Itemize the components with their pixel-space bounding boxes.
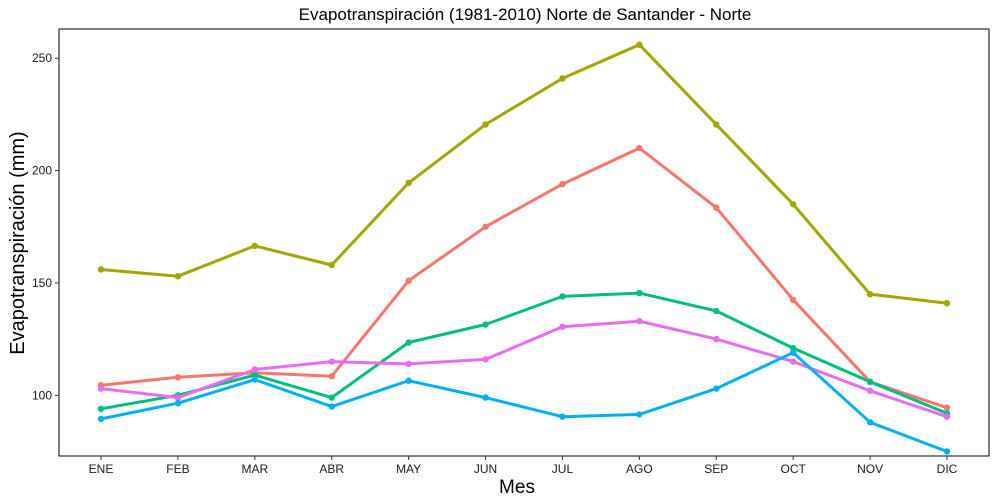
- data-point: [328, 358, 335, 365]
- data-point: [866, 387, 874, 395]
- y-tick-label: 150: [32, 276, 52, 290]
- series-3: [97, 289, 951, 417]
- data-point: [866, 290, 874, 298]
- data-point: [174, 374, 182, 381]
- y-tick-label: 200: [32, 164, 52, 178]
- data-point: [482, 394, 489, 401]
- series-line: [99, 146, 949, 410]
- x-tick-label: DIC: [937, 462, 958, 476]
- data-point: [482, 121, 489, 128]
- x-axis-title: Mes: [499, 477, 535, 498]
- data-point: [251, 242, 259, 250]
- series-4: [97, 317, 951, 420]
- x-tick-label: OCT: [781, 462, 807, 476]
- series-1: [97, 41, 951, 307]
- data-point: [97, 405, 105, 413]
- data-point: [789, 349, 797, 356]
- data-point: [789, 358, 797, 365]
- series-2: [97, 144, 951, 411]
- y-tick-label: 250: [32, 51, 52, 65]
- x-tick-label: MAY: [396, 462, 421, 476]
- data-point: [482, 321, 489, 328]
- data-point: [559, 413, 566, 420]
- data-point: [328, 394, 335, 401]
- data-point: [559, 293, 566, 300]
- x-tick-label: AGO: [626, 462, 653, 476]
- series-line: [99, 291, 949, 415]
- y-axis-title: Evapotranspiración (mm): [7, 131, 29, 354]
- data-point: [174, 394, 182, 401]
- data-point: [789, 296, 797, 304]
- data-point: [559, 75, 566, 82]
- data-point: [97, 266, 105, 273]
- series-line: [99, 319, 949, 419]
- data-point: [636, 144, 643, 152]
- data-point: [636, 317, 643, 325]
- data-point: [559, 323, 566, 330]
- series-line: [99, 43, 949, 305]
- data-point: [174, 399, 182, 407]
- data-point: [943, 413, 951, 420]
- series-line: [99, 351, 949, 453]
- x-tick-label: MAR: [241, 462, 268, 476]
- data-point: [789, 344, 797, 352]
- data-point: [636, 289, 643, 297]
- x-tick-label: SEP: [704, 462, 728, 476]
- data-point: [943, 299, 951, 307]
- y-axis: 100 150 200 250: [32, 51, 59, 402]
- data-point: [251, 366, 259, 373]
- data-point: [866, 419, 874, 426]
- data-point: [943, 404, 951, 411]
- chart-title: Evapotranspiración (1981-2010) Norte de …: [299, 5, 752, 24]
- plot-panel-border: [58, 28, 990, 457]
- data-point: [405, 339, 412, 346]
- data-point: [713, 204, 720, 211]
- data-point: [713, 307, 720, 315]
- x-tick-label: ABR: [319, 462, 344, 476]
- data-point: [559, 180, 566, 188]
- data-point: [328, 261, 335, 269]
- data-point: [482, 356, 489, 363]
- y-tick-label: 100: [32, 388, 52, 402]
- data-point: [713, 335, 720, 343]
- data-point: [97, 385, 105, 392]
- data-point: [405, 360, 412, 368]
- data-point: [251, 376, 259, 383]
- data-point: [636, 411, 643, 418]
- data-point: [636, 41, 643, 48]
- data-point: [405, 277, 412, 284]
- data-point: [251, 371, 259, 379]
- data-point: [713, 121, 720, 128]
- x-tick-label: FEB: [166, 462, 189, 476]
- data-point: [866, 378, 874, 386]
- data-point: [482, 223, 489, 230]
- data-point: [328, 403, 335, 410]
- data-point: [328, 373, 335, 380]
- x-tick-label: NOV: [857, 462, 883, 476]
- x-tick-label: JUN: [474, 462, 497, 476]
- data-point: [789, 201, 797, 208]
- data-point: [405, 377, 412, 384]
- series-5: [97, 349, 951, 455]
- series-layer: [97, 41, 951, 455]
- data-point: [943, 448, 951, 455]
- x-tick-label: ENE: [89, 462, 114, 476]
- data-point: [97, 415, 105, 423]
- x-axis: ENE FEB MAR ABR MAY JUN JUL AGO SEP OCT NOV DIC: [89, 456, 958, 476]
- x-tick-label: JUL: [552, 462, 574, 476]
- data-point: [405, 179, 412, 187]
- data-point: [174, 273, 182, 280]
- data-point: [713, 385, 720, 392]
